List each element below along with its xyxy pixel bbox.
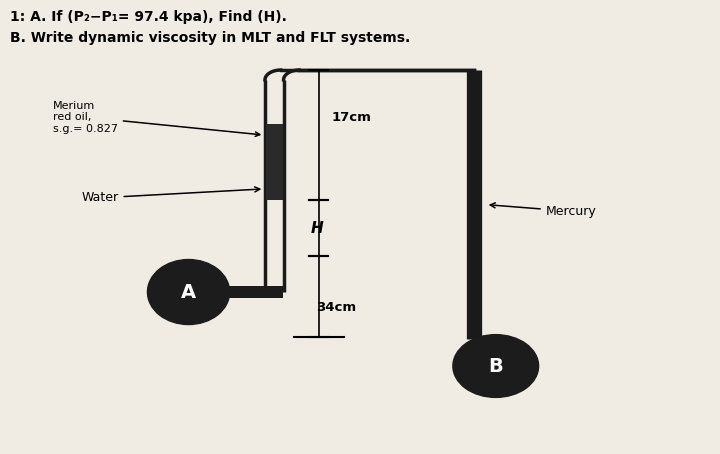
Text: B. Write dynamic viscosity in MLT and FLT systems.: B. Write dynamic viscosity in MLT and FL…: [10, 30, 410, 44]
Polygon shape: [229, 286, 283, 298]
Text: Merium
red oil,
s.g.= 0.827: Merium red oil, s.g.= 0.827: [53, 100, 260, 136]
Text: 1: A. If (P₂−P₁= 97.4 kpa), Find (H).: 1: A. If (P₂−P₁= 97.4 kpa), Find (H).: [10, 10, 287, 24]
Text: A: A: [181, 282, 196, 301]
Ellipse shape: [148, 260, 230, 325]
Text: B: B: [488, 356, 503, 375]
Polygon shape: [465, 346, 505, 364]
Text: H: H: [311, 221, 323, 236]
Text: 17cm: 17cm: [331, 111, 372, 123]
Text: 34cm: 34cm: [315, 301, 356, 314]
Text: Water: Water: [81, 187, 260, 204]
Polygon shape: [266, 124, 283, 200]
Text: Mercury: Mercury: [490, 203, 596, 218]
Ellipse shape: [453, 335, 539, 397]
